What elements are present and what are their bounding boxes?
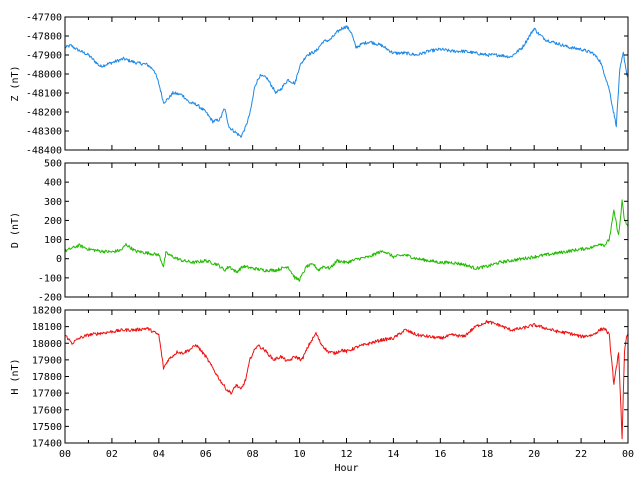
x-tick-label-0: 00 — [59, 449, 71, 460]
y-tick-label-d-1: 400 — [44, 178, 62, 189]
y-tick-label-z-4: -48100 — [26, 89, 62, 100]
panel-z: -47700 -47800 -47900 -48000 -48100 -48200 -483… — [10, 13, 629, 157]
y-tick-label-h-2: 18000 — [32, 339, 62, 350]
y-tick-label-z-3: -48000 — [26, 70, 62, 81]
y-tick-label-z-7: -48400 — [26, 146, 62, 157]
x-tick-label-11: 22 — [575, 449, 587, 460]
x-axis-title: Hour — [334, 463, 358, 474]
x-tick-label-2: 04 — [153, 449, 165, 460]
x-tick-label-10: 20 — [528, 449, 540, 460]
y-axis-title-z: Z (nT) — [10, 65, 21, 101]
x-tick-label-3: 06 — [200, 449, 212, 460]
x-tick-label-9: 18 — [481, 449, 493, 460]
y-tick-label-z-0: -47700 — [26, 13, 62, 24]
panel-h: 18200 18100 18000 17900 17800 17700 17600 17500… — [10, 306, 634, 475]
y-tick-label-h-0: 18200 — [32, 306, 62, 317]
y-tick-label-z-1: -47800 — [26, 32, 62, 43]
x-tick-label-8: 16 — [434, 449, 446, 460]
y-tick-label-z-6: -48300 — [26, 127, 62, 138]
y-tick-label-d-2: 300 — [44, 197, 62, 208]
series-line-z — [64, 25, 629, 138]
y-axis-title-h: H (nT) — [10, 358, 21, 394]
panel-d: 500 400 300 200 100 0 -100 -200 D (nT) — [10, 159, 629, 304]
y-tick-label-h-5: 17700 — [32, 389, 62, 400]
y-tick-label-h-8: 17400 — [32, 439, 62, 450]
y-tick-label-h-7: 17500 — [32, 422, 62, 433]
x-tick-label-1: 02 — [106, 449, 118, 460]
y-tick-label-h-6: 17600 — [32, 405, 62, 416]
y-tick-label-d-7: -200 — [38, 293, 62, 304]
plot-frame-d — [64, 162, 629, 298]
y-tick-label-d-5: 0 — [56, 254, 62, 265]
x-tick-label-6: 12 — [340, 449, 352, 460]
y-tick-label-d-6: -100 — [38, 273, 62, 284]
x-tick-label-12: 00 — [622, 449, 634, 460]
y-tick-label-d-0: 500 — [44, 159, 62, 170]
y-axis-title-d: D (nT) — [10, 212, 21, 248]
y-tick-label-z-2: -47900 — [26, 51, 62, 62]
x-tick-label-5: 10 — [294, 449, 306, 460]
y-tick-label-z-5: -48200 — [26, 108, 62, 119]
series-line-d — [64, 199, 629, 282]
y-tick-label-d-3: 200 — [44, 216, 62, 227]
x-tick-label-4: 08 — [247, 449, 259, 460]
y-tick-label-h-3: 17900 — [32, 355, 62, 366]
y-tick-label-d-4: 100 — [44, 235, 62, 246]
y-tick-label-h-1: 18100 — [32, 322, 62, 333]
y-tick-label-h-4: 17800 — [32, 372, 62, 383]
x-tick-label-7: 14 — [387, 449, 399, 460]
series-line-h — [64, 320, 629, 440]
